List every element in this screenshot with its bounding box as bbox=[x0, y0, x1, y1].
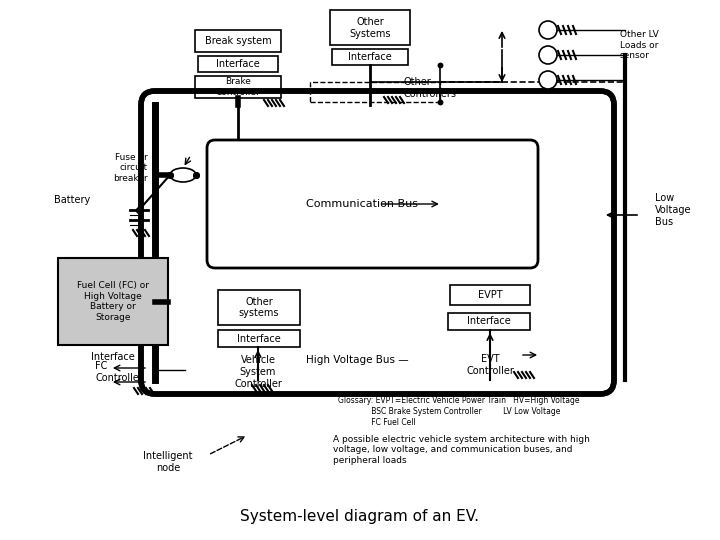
FancyBboxPatch shape bbox=[195, 76, 281, 98]
Text: Interface: Interface bbox=[91, 352, 135, 362]
Text: Interface: Interface bbox=[467, 316, 511, 327]
FancyBboxPatch shape bbox=[58, 258, 168, 345]
Text: Interface: Interface bbox=[237, 334, 281, 343]
Text: A possible electric vehicle system architecture with high
voltage, low voltage, : A possible electric vehicle system archi… bbox=[333, 435, 590, 465]
Circle shape bbox=[539, 21, 557, 39]
Text: System-level diagram of an EV.: System-level diagram of an EV. bbox=[240, 510, 480, 524]
Text: High Voltage Bus —: High Voltage Bus — bbox=[306, 355, 409, 365]
Text: Other
Systems: Other Systems bbox=[349, 17, 391, 39]
FancyBboxPatch shape bbox=[332, 49, 408, 65]
Text: Interface: Interface bbox=[348, 52, 392, 62]
FancyBboxPatch shape bbox=[195, 30, 281, 52]
FancyBboxPatch shape bbox=[207, 140, 538, 268]
FancyBboxPatch shape bbox=[330, 10, 410, 45]
Text: Other
systems: Other systems bbox=[239, 296, 279, 318]
Text: BSC Brake System Controller         LV Low Voltage: BSC Brake System Controller LV Low Volta… bbox=[338, 407, 560, 416]
Text: FC
Controller: FC Controller bbox=[95, 361, 143, 383]
Circle shape bbox=[539, 46, 557, 64]
FancyBboxPatch shape bbox=[450, 285, 530, 305]
Text: Other
Controllers: Other Controllers bbox=[403, 77, 456, 99]
FancyBboxPatch shape bbox=[198, 56, 278, 72]
Text: Fuse or
circuit
breaker: Fuse or circuit breaker bbox=[113, 153, 148, 183]
Text: EVT
Controller: EVT Controller bbox=[466, 354, 514, 376]
Circle shape bbox=[539, 71, 557, 89]
FancyBboxPatch shape bbox=[218, 290, 300, 325]
FancyBboxPatch shape bbox=[218, 330, 300, 347]
Text: Intelligent
node: Intelligent node bbox=[143, 451, 193, 473]
Text: Other LV
Loads or
sensor: Other LV Loads or sensor bbox=[620, 30, 659, 60]
Text: Glossary: EVPT=Electric Vehicle Power Train   HV=High Voltage: Glossary: EVPT=Electric Vehicle Power Tr… bbox=[338, 396, 580, 405]
Text: Communication Bus: Communication Bus bbox=[307, 199, 418, 209]
Text: Fuel Cell (FC) or
High Voltage
Battery or
Storage: Fuel Cell (FC) or High Voltage Battery o… bbox=[77, 281, 149, 322]
Text: Battery: Battery bbox=[54, 195, 90, 205]
FancyBboxPatch shape bbox=[448, 313, 530, 330]
Text: EVPT: EVPT bbox=[477, 290, 503, 300]
Text: Brake
Controller: Brake Controller bbox=[215, 77, 261, 97]
Text: Break system: Break system bbox=[204, 36, 271, 46]
Text: FC Fuel Cell: FC Fuel Cell bbox=[338, 418, 415, 427]
Text: Low
Voltage
Bus: Low Voltage Bus bbox=[655, 193, 691, 227]
Text: Vehicle
System
Controller: Vehicle System Controller bbox=[234, 355, 282, 389]
Text: Interface: Interface bbox=[216, 59, 260, 69]
Ellipse shape bbox=[170, 168, 196, 182]
